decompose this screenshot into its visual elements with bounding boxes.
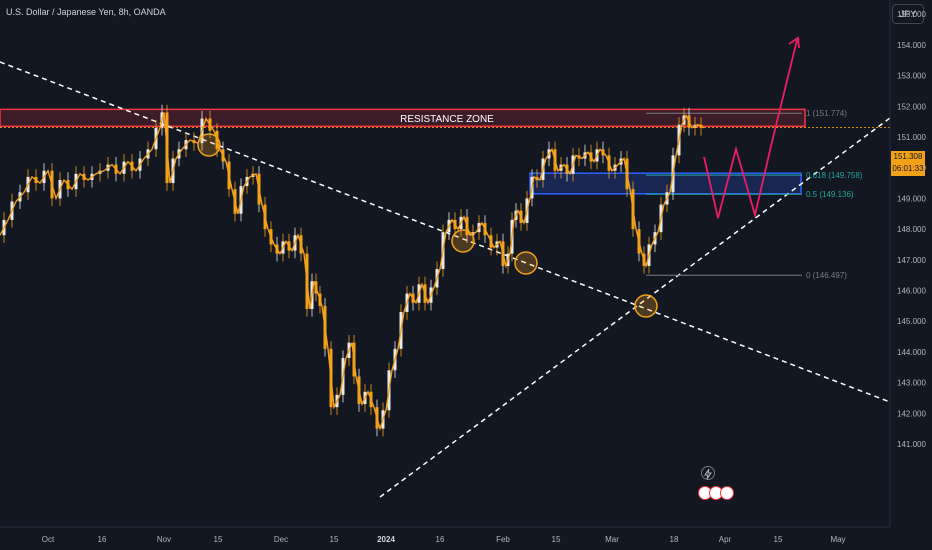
currency-button[interactable]: JPY	[892, 4, 924, 24]
pivot-circle-nov	[197, 133, 221, 157]
y-tick-label: 152.000	[897, 102, 926, 111]
x-tick-label: Mar	[605, 535, 619, 544]
x-tick-label: Nov	[157, 535, 171, 544]
y-axis-ticks: 155.000154.000153.000152.000151.000150.0…	[897, 10, 926, 449]
pivot-circle-feb	[514, 251, 538, 275]
x-tick-label: 2024	[377, 535, 395, 544]
y-tick-label: 145.000	[897, 317, 926, 326]
current-price-tag: 151.308 06:01:33	[891, 151, 925, 176]
y-tick-label: 151.000	[897, 133, 926, 142]
downtrend-line	[0, 61, 891, 403]
y-tick-label: 155.000	[897, 10, 926, 19]
y-tick-label: 154.000	[897, 41, 926, 50]
x-axis-ticks: Oct 16 Nov 15 Dec 15 2024 16 Feb 15 Mar 18 Apr 15 May	[42, 535, 846, 544]
x-tick-label: 15	[552, 535, 561, 544]
lightning-icon[interactable]	[701, 466, 715, 480]
y-tick-label: 153.000	[897, 72, 926, 81]
fib-label-0618: 0.618 (149.758)	[806, 171, 863, 180]
y-tick-label: 144.000	[897, 348, 926, 357]
x-tick-label: 15	[214, 535, 223, 544]
y-tick-label: 146.000	[897, 287, 926, 296]
chart-title: U.S. Dollar / Japanese Yen, 8h, OANDA	[6, 7, 166, 17]
pivot-circle-jan	[451, 229, 475, 253]
projection-arrowhead	[788, 36, 800, 49]
x-tick-label: Feb	[496, 535, 510, 544]
x-tick-label: 15	[774, 535, 783, 544]
projection-path	[703, 39, 798, 219]
pivot-circle-mar	[634, 294, 658, 318]
us-flag-icon[interactable]	[720, 486, 734, 500]
economic-events[interactable]	[698, 486, 734, 500]
x-tick-label: 16	[98, 535, 107, 544]
y-tick-label: 149.000	[897, 194, 926, 203]
x-tick-label: 16	[436, 535, 445, 544]
y-tick-label: 147.000	[897, 256, 926, 265]
fib-label-0: 0 (146.497)	[806, 271, 847, 280]
y-tick-label: 148.000	[897, 225, 926, 234]
y-tick-label: 141.000	[897, 440, 926, 449]
y-tick-label: 143.000	[897, 379, 926, 388]
lightning-glyph	[704, 468, 712, 480]
x-tick-label: Dec	[274, 535, 288, 544]
fib-label-1: 1 (151.774)	[806, 109, 847, 118]
x-tick-label: 15	[330, 535, 339, 544]
price-series-line	[0, 112, 705, 432]
x-tick-label: May	[830, 535, 845, 544]
resistance-zone-label: RESISTANCE ZONE	[400, 114, 494, 125]
x-tick-label: Oct	[42, 535, 55, 544]
x-tick-label: Apr	[719, 535, 732, 544]
y-tick-label: 142.000	[897, 409, 926, 418]
x-tick-label: 18	[670, 535, 679, 544]
fib-label-05: 0.5 (149.136)	[806, 190, 854, 199]
bar-countdown: 06:01:33	[892, 164, 924, 173]
current-price-value: 151.308	[893, 152, 923, 161]
